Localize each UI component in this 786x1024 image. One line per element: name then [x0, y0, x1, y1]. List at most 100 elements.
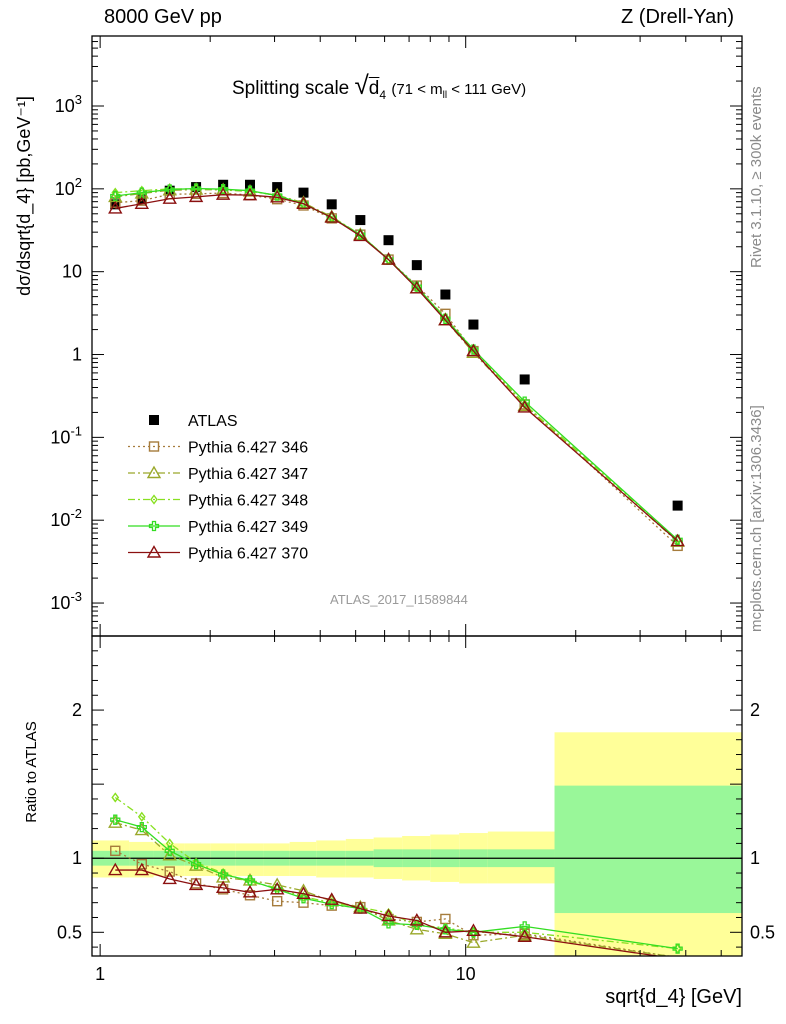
data-point [134, 196, 150, 209]
y-tick-exponent: 3 [75, 92, 82, 107]
ratio-point [466, 935, 481, 948]
data-point [136, 195, 147, 206]
y-tick-label: 10-3 [50, 589, 82, 613]
data-point [269, 189, 285, 203]
ratio-point [134, 862, 150, 876]
legend-entry-347: Pythia 6.427 347 [128, 465, 308, 483]
data-point [670, 533, 685, 547]
y-tick-label: 1 [72, 345, 82, 365]
ratio-point [353, 901, 368, 914]
ratio-point [111, 792, 120, 803]
ratio-point [383, 918, 394, 929]
ratio-line [114, 796, 678, 950]
title-var: d [368, 78, 380, 99]
x-tick-label: 1 [95, 964, 105, 984]
legend-label: Pythia 6.427 346 [188, 440, 308, 457]
ratio-point [215, 880, 231, 894]
mcplots-label: mcplots.cern.ch [arXiv:1306.3436] [748, 405, 765, 632]
ratio-point [466, 923, 481, 937]
ratio-line [115, 819, 678, 950]
legend-label: Pythia 6.427 347 [188, 466, 308, 483]
ratio-point [296, 886, 311, 899]
legend-marker [150, 494, 158, 505]
y-tick-exponent: -2 [70, 506, 82, 521]
ratio-point [108, 862, 123, 876]
ratio-point [269, 881, 285, 895]
ratio-point [409, 913, 425, 926]
data-point [519, 374, 530, 385]
ratio-y-tick-label-right: 0.5 [750, 922, 775, 942]
legend-label: ATLAS [188, 413, 238, 430]
range-sub: ll [442, 90, 448, 101]
ratio-y-tick-label: 1 [72, 848, 82, 868]
data-point [466, 343, 481, 357]
data-point [326, 199, 337, 210]
legend: ATLAS Pythia 6.427 346 Pythia 6.427 347 Pyt… [128, 413, 308, 563]
data-point [438, 312, 453, 326]
ratio-point [381, 913, 396, 926]
ratio-point [296, 883, 311, 897]
data-point [272, 182, 283, 193]
ratio-point [190, 858, 202, 870]
ratio-point [517, 929, 532, 942]
ratio-series-347 [108, 815, 672, 956]
ratio-y-tick-label-right: 2 [750, 700, 760, 720]
data-point [217, 184, 229, 195]
ratio-point [381, 908, 396, 922]
y-tick-label: 10-1 [50, 423, 82, 447]
data-point [191, 182, 202, 193]
ratio-line [114, 850, 673, 956]
data-point [440, 289, 451, 300]
legend-label: Pythia 6.427 370 [188, 546, 308, 563]
sqrt-symbol: √ [354, 70, 369, 100]
data-point [411, 260, 422, 271]
series-ATLAS [110, 179, 683, 511]
title-range: (71 < mll < 111 GeV) [391, 81, 527, 101]
data-point [162, 191, 177, 204]
data-point [353, 228, 368, 242]
ratio-point [244, 875, 256, 886]
ratio-y-tick-label: 0.5 [57, 922, 82, 942]
rivet-version-label: Rivet 3.1.10, ≥ 300k events [748, 86, 765, 268]
legend-entry-349: Pythia 6.427 349 [128, 519, 308, 536]
process-label: Z (Drell-Yan) [621, 6, 734, 28]
legend-marker [149, 415, 159, 425]
ratio-y-axis-label: Ratio to ATLAS [23, 721, 40, 822]
legend-entry-346: Pythia 6.427 346 [128, 440, 308, 457]
series-370 [108, 187, 685, 547]
ratio-point [137, 811, 146, 822]
ratio-point [164, 845, 175, 856]
ratio-point [384, 907, 393, 919]
data-point [215, 187, 231, 200]
ratio-series-370 [108, 862, 662, 956]
data-point [164, 185, 175, 196]
legend-marker [146, 465, 162, 479]
ratio-point [136, 858, 147, 870]
data-point [324, 210, 339, 223]
series-line [115, 188, 679, 541]
ratio-point [438, 926, 453, 939]
data-point [517, 399, 532, 413]
y-tick-exponent: -3 [70, 589, 82, 604]
series-line [115, 194, 679, 542]
data-point [409, 280, 425, 294]
ratio-y-tick-label-right: 1 [750, 848, 760, 868]
ratio-point [162, 871, 177, 885]
data-point [672, 500, 683, 511]
legend-entry-ATLAS: ATLAS [149, 413, 238, 430]
ratio-point [110, 814, 121, 825]
y-tick-label: 102 [55, 175, 82, 199]
data-point [355, 215, 366, 226]
main-panel [108, 179, 685, 552]
ratio-uncertainty-bands [92, 732, 742, 956]
range-post: < 111 GeV) [447, 81, 527, 98]
band-inner-segment [554, 785, 742, 914]
x-tick-label: 10 [456, 964, 476, 984]
ratio-point [217, 869, 229, 880]
title-var-sub: 4 [379, 87, 387, 102]
y-tick-exponent: 2 [75, 175, 82, 190]
series-line [115, 187, 679, 541]
ratio-point [517, 927, 532, 941]
ratio-point [164, 866, 175, 877]
